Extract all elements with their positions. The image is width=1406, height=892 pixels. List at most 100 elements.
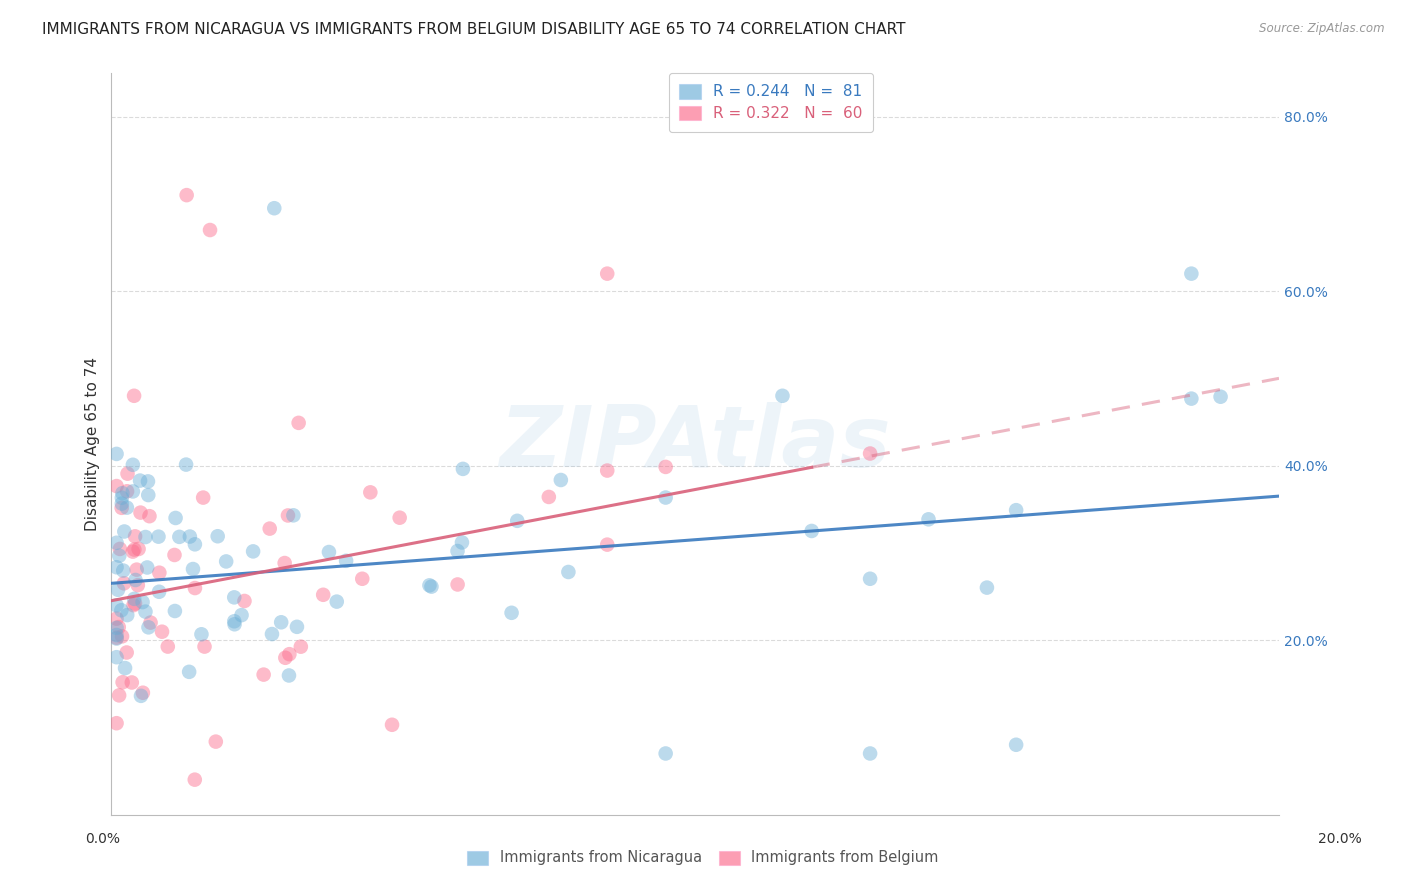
Point xyxy=(260,627,283,641)
Point xyxy=(263,201,285,215)
Point xyxy=(165,511,187,525)
Point xyxy=(105,716,128,731)
Point xyxy=(139,615,162,630)
Point xyxy=(259,522,281,536)
Point xyxy=(290,640,312,654)
Point xyxy=(179,530,201,544)
Point xyxy=(242,544,264,558)
Point xyxy=(131,595,153,609)
Point xyxy=(111,675,134,690)
Point xyxy=(204,734,226,748)
Point xyxy=(198,223,221,237)
Point xyxy=(446,577,468,591)
Point xyxy=(105,560,128,574)
Text: Source: ZipAtlas.com: Source: ZipAtlas.com xyxy=(1260,22,1385,36)
Point xyxy=(124,542,146,557)
Point xyxy=(190,627,212,641)
Point xyxy=(150,624,173,639)
Point xyxy=(654,459,676,474)
Point xyxy=(112,576,135,591)
Point xyxy=(287,416,309,430)
Point xyxy=(596,464,619,478)
Point xyxy=(418,578,440,592)
Point xyxy=(114,661,136,675)
Point xyxy=(105,621,128,635)
Point xyxy=(111,497,134,511)
Point xyxy=(122,591,145,606)
Point xyxy=(176,188,198,202)
Point xyxy=(111,491,134,505)
Point xyxy=(917,512,939,526)
Point xyxy=(115,500,138,515)
Point xyxy=(121,544,143,558)
Point xyxy=(381,718,404,732)
Point xyxy=(129,506,152,520)
Point xyxy=(163,548,186,562)
Point xyxy=(184,581,207,595)
Point xyxy=(859,446,882,460)
Point xyxy=(1005,503,1028,517)
Point xyxy=(125,563,148,577)
Point xyxy=(136,560,159,574)
Point xyxy=(148,530,170,544)
Point xyxy=(132,686,155,700)
Point xyxy=(224,591,246,605)
Point xyxy=(184,537,207,551)
Point xyxy=(124,529,146,543)
Point xyxy=(105,447,128,461)
Point xyxy=(1180,392,1202,406)
Point xyxy=(283,508,305,523)
Point xyxy=(108,541,131,556)
Point xyxy=(326,594,349,608)
Point xyxy=(127,578,149,592)
Point xyxy=(148,584,170,599)
Point xyxy=(207,529,229,543)
Point xyxy=(352,572,374,586)
Point xyxy=(111,486,134,500)
Point xyxy=(420,580,443,594)
Point xyxy=(273,556,295,570)
Point xyxy=(122,598,145,612)
Point xyxy=(800,524,823,538)
Point xyxy=(110,603,132,617)
Point xyxy=(112,564,135,578)
Point xyxy=(134,530,156,544)
Point xyxy=(179,665,201,679)
Point xyxy=(446,544,468,558)
Point xyxy=(129,689,152,703)
Point xyxy=(359,485,381,500)
Point xyxy=(111,629,134,643)
Point xyxy=(596,267,619,281)
Point xyxy=(231,608,253,623)
Point xyxy=(124,573,146,587)
Point xyxy=(224,617,246,632)
Point xyxy=(976,581,998,595)
Point xyxy=(278,647,301,661)
Point xyxy=(156,640,179,654)
Point xyxy=(163,604,186,618)
Point xyxy=(270,615,292,630)
Point xyxy=(121,484,143,499)
Point xyxy=(451,535,474,549)
Point xyxy=(136,488,159,502)
Point xyxy=(335,554,357,568)
Point xyxy=(859,747,882,761)
Point xyxy=(278,668,301,682)
Point xyxy=(138,620,160,634)
Point xyxy=(654,491,676,505)
Point xyxy=(122,389,145,403)
Point xyxy=(859,572,882,586)
Legend: R = 0.244   N =  81, R = 0.322   N =  60: R = 0.244 N = 81, R = 0.322 N = 60 xyxy=(669,73,873,132)
Point xyxy=(557,565,579,579)
Point xyxy=(285,620,308,634)
Point xyxy=(193,640,215,654)
Point xyxy=(128,541,150,556)
Point xyxy=(115,646,138,660)
Legend: Immigrants from Nicaragua, Immigrants from Belgium: Immigrants from Nicaragua, Immigrants fr… xyxy=(461,845,945,871)
Text: IMMIGRANTS FROM NICARAGUA VS IMMIGRANTS FROM BELGIUM DISABILITY AGE 65 TO 74 COR: IMMIGRANTS FROM NICARAGUA VS IMMIGRANTS … xyxy=(42,22,905,37)
Point xyxy=(193,491,215,505)
Point xyxy=(138,509,160,524)
Text: 20.0%: 20.0% xyxy=(1317,832,1362,846)
Point xyxy=(148,566,170,580)
Point xyxy=(117,467,139,481)
